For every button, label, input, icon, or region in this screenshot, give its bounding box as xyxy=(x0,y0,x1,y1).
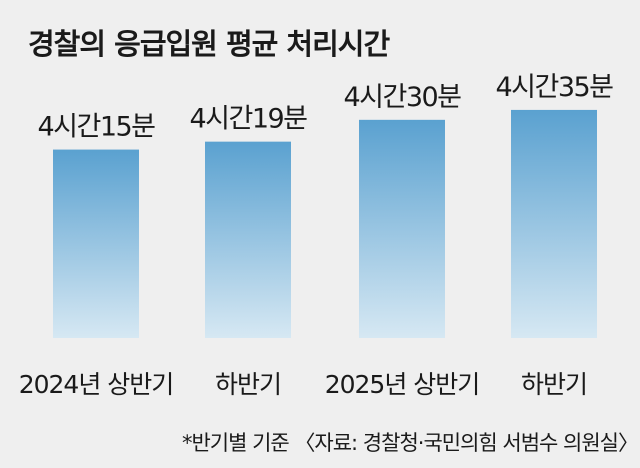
bar-3 xyxy=(359,119,445,338)
value-label-1: 4시간15분 xyxy=(37,112,155,143)
category-label-1: 2024년 상반기 xyxy=(19,370,174,399)
bar-2 xyxy=(205,141,291,338)
category-label-4: 하반기 xyxy=(521,370,587,399)
category-label-3: 2025년 상반기 xyxy=(325,370,480,399)
category-label-2: 하반기 xyxy=(215,370,281,399)
value-label-4: 4시간35분 xyxy=(495,72,613,103)
value-label-2: 4시간19분 xyxy=(189,104,307,135)
source-note: *반기별 기준 〈자료: 경찰청·국민의힘 서범수 의원실〉 xyxy=(182,431,638,455)
bar-1 xyxy=(53,149,139,338)
chart-title: 경찰의 응급입원 평균 처리시간 xyxy=(28,27,390,61)
bar-4 xyxy=(511,109,597,339)
value-label-3: 4시간30분 xyxy=(343,82,461,113)
